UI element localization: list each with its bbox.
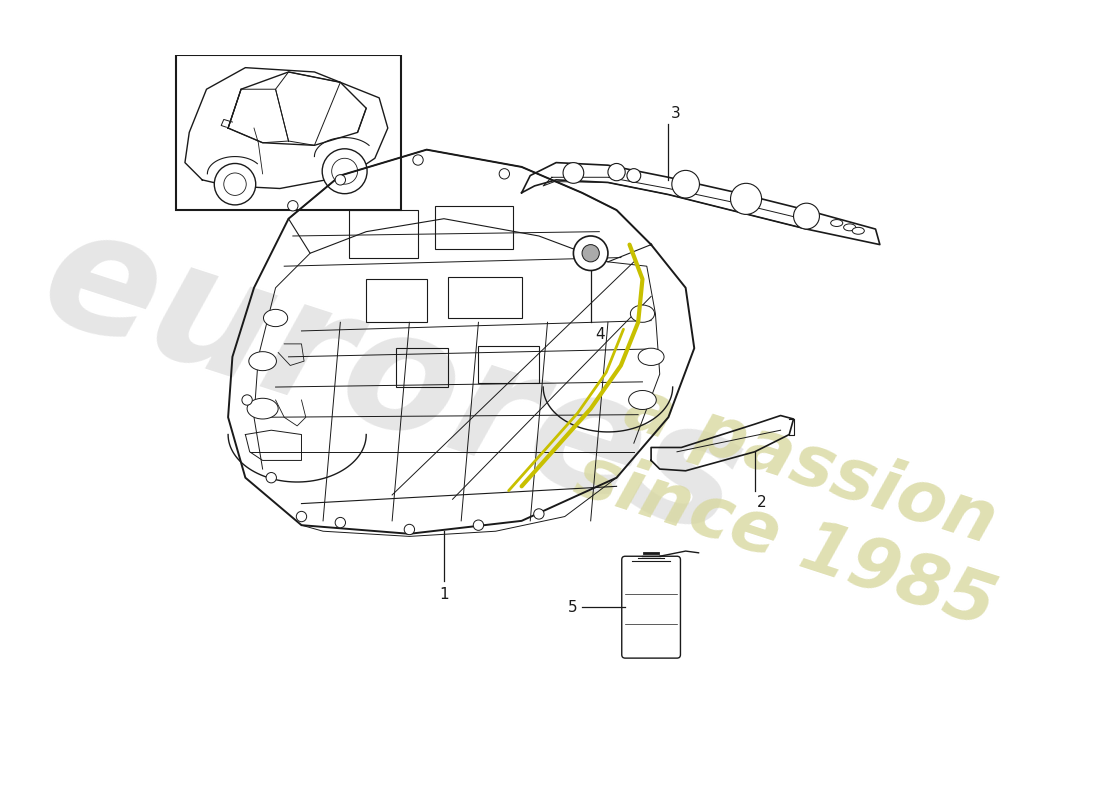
Circle shape xyxy=(534,509,544,519)
Bar xyxy=(366,279,427,322)
Ellipse shape xyxy=(249,352,276,370)
Circle shape xyxy=(404,524,415,534)
FancyBboxPatch shape xyxy=(621,556,681,658)
Ellipse shape xyxy=(638,348,664,366)
Circle shape xyxy=(573,236,608,270)
Circle shape xyxy=(296,511,307,522)
Bar xyxy=(478,346,539,382)
Circle shape xyxy=(288,201,298,211)
Bar xyxy=(176,54,400,210)
Bar xyxy=(448,277,521,318)
Bar xyxy=(396,348,448,387)
Text: eurores: eurores xyxy=(23,194,761,572)
Circle shape xyxy=(242,395,252,405)
Circle shape xyxy=(627,169,640,182)
Circle shape xyxy=(582,245,600,262)
Ellipse shape xyxy=(830,219,843,226)
Text: 5: 5 xyxy=(568,600,578,614)
Ellipse shape xyxy=(629,390,657,410)
Text: 1: 1 xyxy=(439,587,449,602)
Circle shape xyxy=(793,203,820,229)
Circle shape xyxy=(266,473,276,483)
Bar xyxy=(349,210,418,258)
Text: 2: 2 xyxy=(757,495,767,510)
Bar xyxy=(436,206,513,249)
Text: 4: 4 xyxy=(595,326,605,342)
Text: a passion
since 1985: a passion since 1985 xyxy=(566,366,1028,642)
Circle shape xyxy=(672,170,700,198)
Circle shape xyxy=(412,155,424,165)
Circle shape xyxy=(563,162,584,183)
Ellipse shape xyxy=(852,227,865,234)
Circle shape xyxy=(473,520,484,530)
Ellipse shape xyxy=(630,305,654,322)
Circle shape xyxy=(499,169,509,179)
Circle shape xyxy=(336,174,345,185)
Circle shape xyxy=(332,158,358,184)
Text: 3: 3 xyxy=(671,106,681,121)
Circle shape xyxy=(322,149,367,194)
Ellipse shape xyxy=(264,310,288,326)
Circle shape xyxy=(336,518,345,528)
Circle shape xyxy=(608,163,625,181)
Circle shape xyxy=(730,183,761,214)
Circle shape xyxy=(214,163,255,205)
Ellipse shape xyxy=(844,224,856,230)
Circle shape xyxy=(223,173,246,195)
Ellipse shape xyxy=(248,398,278,419)
